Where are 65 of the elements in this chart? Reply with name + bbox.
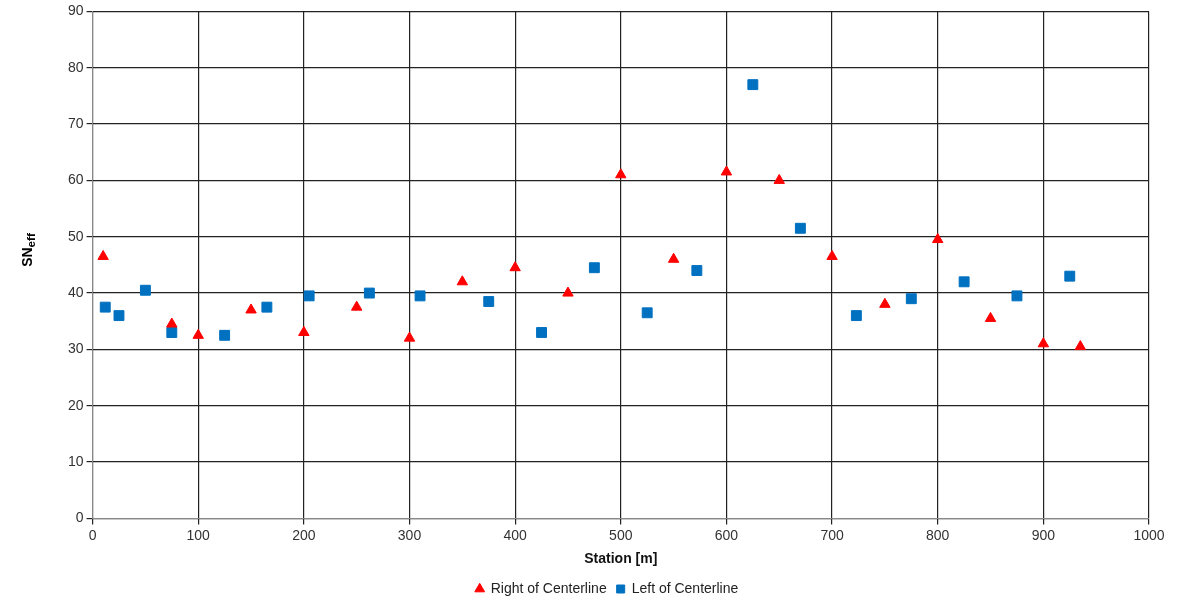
point bbox=[615, 168, 627, 179]
x-tick-label: 500 bbox=[609, 526, 633, 543]
point bbox=[850, 310, 862, 322]
point bbox=[588, 262, 600, 274]
point bbox=[958, 276, 970, 288]
point bbox=[166, 327, 178, 338]
point bbox=[984, 311, 997, 322]
x-tick-label: 100 bbox=[186, 526, 211, 543]
point bbox=[97, 249, 109, 260]
point bbox=[1074, 340, 1087, 351]
x-tick-label: 400 bbox=[503, 526, 528, 543]
x-tick-label: 200 bbox=[292, 526, 316, 543]
legend-label: Right of Centerline bbox=[490, 579, 607, 596]
point bbox=[414, 290, 426, 302]
y-tick-label: 50 bbox=[67, 227, 84, 244]
point bbox=[562, 286, 574, 297]
y-tick-label: 40 bbox=[67, 283, 84, 300]
point bbox=[1011, 290, 1023, 302]
point bbox=[720, 165, 733, 176]
point bbox=[303, 290, 315, 302]
point bbox=[879, 297, 891, 308]
point bbox=[99, 301, 111, 313]
point bbox=[350, 300, 363, 311]
point bbox=[536, 327, 547, 338]
legend-label: Left of Centerline bbox=[631, 579, 739, 596]
point bbox=[403, 331, 416, 342]
point bbox=[113, 310, 125, 322]
point bbox=[166, 317, 178, 328]
point bbox=[483, 296, 495, 307]
y-tick-label: 80 bbox=[67, 58, 84, 75]
point bbox=[773, 173, 785, 184]
y-tick-label: 70 bbox=[67, 114, 84, 131]
y-tick-label: 10 bbox=[67, 452, 84, 469]
y-tick-label: 60 bbox=[67, 171, 84, 188]
point bbox=[691, 265, 703, 276]
x-tick-label: 300 bbox=[397, 526, 422, 543]
x-axis-title: Station [m] bbox=[584, 550, 658, 567]
point bbox=[747, 79, 759, 91]
point bbox=[219, 329, 231, 341]
x-tick-label: 700 bbox=[820, 526, 844, 543]
y-tick-label: 0 bbox=[75, 509, 84, 526]
point bbox=[509, 261, 521, 272]
point bbox=[192, 328, 204, 339]
point bbox=[1037, 337, 1050, 348]
x-tick-label: 0 bbox=[88, 526, 97, 543]
x-tick-label: 900 bbox=[1031, 526, 1056, 543]
point bbox=[363, 287, 375, 299]
x-tick-label: 600 bbox=[714, 526, 739, 543]
x-tick-label: 1000 bbox=[1133, 526, 1165, 543]
point bbox=[641, 307, 653, 319]
point bbox=[298, 326, 310, 336]
point bbox=[456, 275, 469, 286]
y-tick-label: 30 bbox=[67, 340, 84, 357]
point bbox=[261, 301, 273, 313]
point bbox=[905, 293, 917, 305]
y-tick-label: 20 bbox=[67, 396, 84, 413]
point bbox=[794, 222, 806, 234]
point bbox=[932, 233, 944, 244]
point bbox=[667, 252, 680, 263]
x-tick-label: 800 bbox=[926, 526, 950, 543]
point bbox=[139, 284, 151, 296]
y-tick-label: 90 bbox=[67, 2, 84, 19]
point bbox=[245, 303, 257, 314]
point bbox=[1064, 270, 1076, 282]
point bbox=[826, 249, 838, 260]
